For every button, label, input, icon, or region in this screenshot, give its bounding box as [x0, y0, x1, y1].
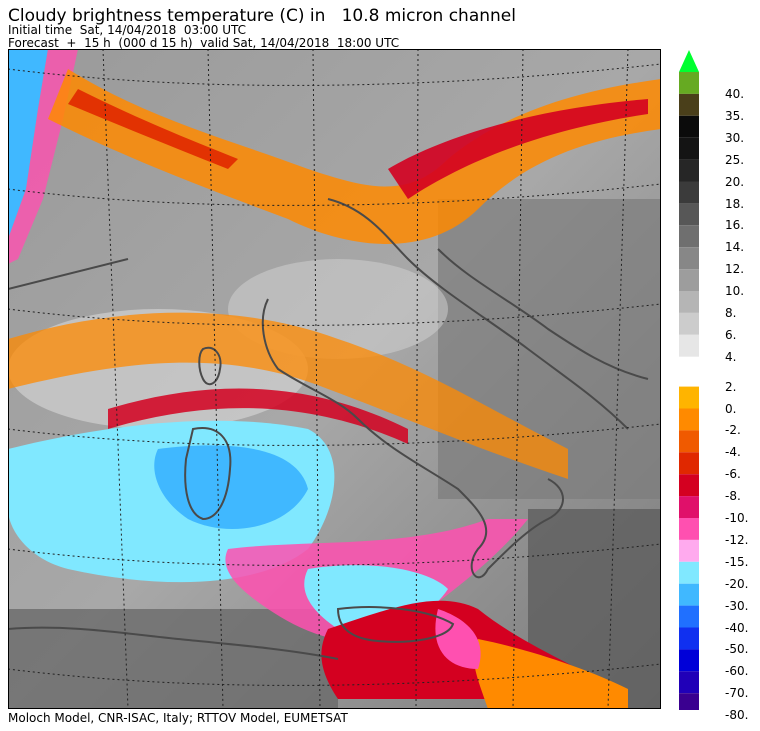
parallel-line [8, 183, 661, 206]
coastline-adriatic [327, 198, 629, 430]
scale-tick-label: -8. [725, 489, 741, 503]
scale-tick-label: -4. [725, 445, 741, 459]
scale-tick-label: -80. [725, 708, 749, 722]
scale-tick-label: 30. [725, 131, 745, 145]
scale-swatch [679, 334, 699, 357]
convective-cloud-southeast-edge [473, 639, 628, 709]
scale-tick-label: 20. [725, 175, 745, 189]
coastline-balkans [437, 248, 649, 380]
scale-tick-label: 10. [725, 284, 745, 298]
map-title: Cloudy brightness temperature (C) in 10.… [8, 6, 516, 26]
scale-tick-label: -2. [725, 423, 741, 437]
scale-tick-label: 6. [725, 328, 737, 342]
meridian-line [607, 49, 629, 709]
scale-swatch [679, 539, 699, 562]
scale-swatch [679, 474, 699, 497]
convective-cloud-southeast-core [435, 609, 481, 669]
scale-swatch [679, 430, 699, 453]
parallel-line [8, 663, 661, 686]
scale-swatch [679, 386, 699, 409]
scale-tick-label: -70. [725, 686, 749, 700]
scale-tick-label: 18. [725, 197, 745, 211]
scale-tick-label: -10. [725, 511, 749, 525]
coastline-sardinia [184, 427, 232, 521]
scale-swatch [679, 561, 699, 584]
scale-swatch [679, 225, 699, 248]
color-scale-bar [679, 50, 699, 710]
scale-swatch [679, 115, 699, 138]
scale-top-arrow [679, 50, 699, 72]
parallel-line [8, 303, 661, 326]
scale-swatch [679, 93, 699, 116]
scale-tick-label: 35. [725, 109, 745, 123]
forecast-valid-label: Forecast + 15 h (000 d 15 h) valid Sat, … [8, 36, 400, 50]
coastline-italy [261, 298, 564, 579]
scale-swatch [679, 269, 699, 291]
scale-tick-label: 25. [725, 153, 745, 167]
scale-swatch [679, 605, 699, 628]
scale-swatch [679, 408, 699, 431]
coastline-corsica [198, 346, 222, 386]
scale-tick-label: 2. [725, 380, 737, 394]
scale-tick-label: 14. [725, 240, 745, 254]
scale-tick-label: -50. [725, 642, 749, 656]
scale-tick-label: 4. [725, 350, 737, 364]
scale-swatch [679, 693, 699, 710]
scale-swatch [679, 137, 699, 160]
scale-swatch [679, 627, 699, 650]
meridian-line [207, 49, 224, 709]
coastline-africa [8, 626, 339, 660]
scale-swatch [679, 671, 699, 694]
frontal-cloud-core-central [108, 388, 408, 444]
scale-tick-label: -12. [725, 533, 749, 547]
scale-swatch [679, 312, 699, 335]
coastline-spain [8, 258, 129, 290]
cold-cloud-southwest-core [154, 445, 308, 529]
meridian-line [312, 49, 321, 709]
scale-tick-label: 0. [725, 402, 737, 416]
dark-south-field [8, 609, 338, 709]
parallel-line [8, 63, 661, 86]
scale-tick-label: 16. [725, 218, 745, 232]
frontal-cloud-core-north [388, 99, 648, 199]
satellite-temperature-map [8, 49, 661, 709]
frontal-cloud-core-north [68, 89, 238, 169]
coastline-sicily [336, 606, 455, 643]
graticule [8, 49, 661, 709]
scale-tick-label: -6. [725, 467, 741, 481]
scale-swatch [679, 364, 699, 387]
cold-cloud-west-band [8, 49, 48, 239]
scale-tick-label: -20. [725, 577, 749, 591]
map-frame [8, 49, 661, 709]
scale-swatch [679, 203, 699, 226]
initial-time-label: Initial time Sat, 14/04/2018 03:00 UTC [8, 23, 247, 37]
coastlines [8, 198, 649, 660]
scale-tick-label: -15. [725, 555, 749, 569]
scale-swatch [679, 452, 699, 475]
parallel-line [8, 423, 661, 446]
scale-tick-label: 40. [725, 87, 745, 101]
scale-swatch [679, 649, 699, 672]
scale-swatch [679, 518, 699, 540]
scale-swatch [679, 496, 699, 518]
scale-swatch [679, 159, 699, 182]
meridian-line [512, 49, 524, 709]
meridian-line [102, 49, 129, 709]
scale-tick-label: -30. [725, 599, 749, 613]
meridian-line [415, 49, 419, 709]
scale-tick-label: 8. [725, 306, 737, 320]
scale-tick-label: -60. [725, 664, 749, 678]
scale-swatch [679, 72, 699, 94]
frontal-cloud-band-central [8, 312, 568, 479]
scale-swatch [679, 291, 699, 313]
scale-tick-label: 12. [725, 262, 745, 276]
credit-footer: Moloch Model, CNR-ISAC, Italy; RTTOV Mod… [8, 711, 348, 725]
scale-tick-label: -40. [725, 621, 749, 635]
scale-swatch [679, 181, 699, 204]
scale-swatch [679, 247, 699, 270]
scale-swatch [679, 583, 699, 606]
parallel-line [8, 543, 661, 566]
